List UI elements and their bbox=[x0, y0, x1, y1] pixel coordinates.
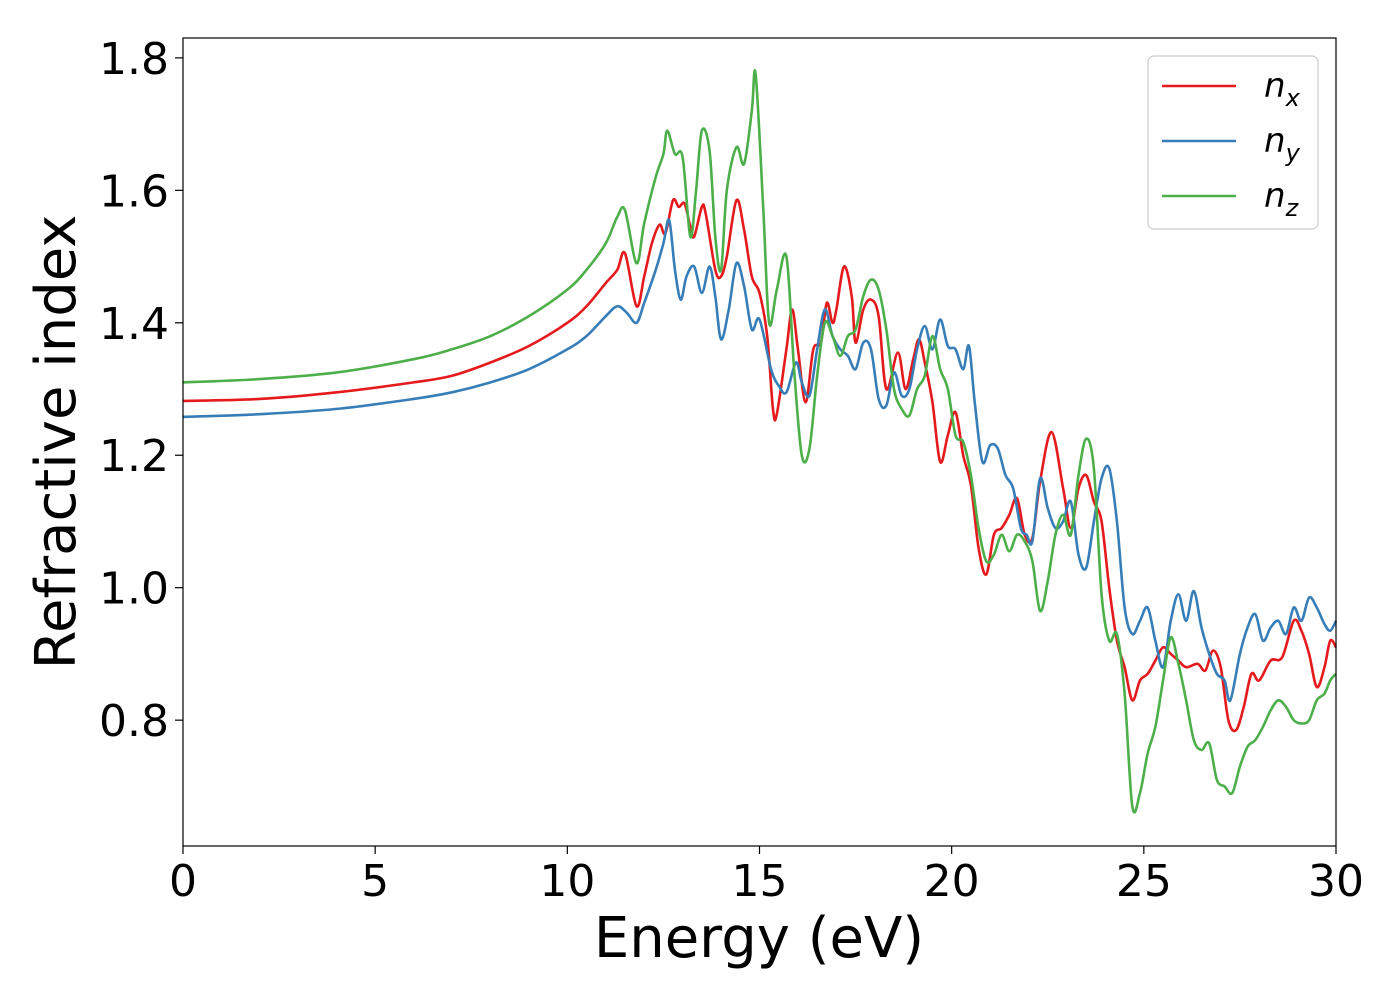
legend-label-y: ny bbox=[1264, 121, 1301, 167]
x-axis-title: Energy (eV) bbox=[594, 906, 924, 971]
x-tick-label: 0 bbox=[169, 856, 197, 907]
x-tick-label: 20 bbox=[924, 856, 980, 907]
y-axis-title: Refractive index bbox=[24, 215, 89, 670]
x-tick-label: 10 bbox=[539, 856, 595, 907]
legend-label-x: nx bbox=[1264, 66, 1301, 112]
legend-frame bbox=[1147, 55, 1319, 230]
y-tick-label: 1.2 bbox=[99, 431, 169, 482]
series-line-y bbox=[182, 218, 1338, 703]
y-tick-label: 1.8 bbox=[99, 34, 169, 85]
y-tick-label: 1.4 bbox=[99, 299, 169, 350]
x-tick-label: 15 bbox=[732, 856, 788, 907]
y-tick-label: 1.0 bbox=[99, 564, 169, 615]
x-tick-label: 30 bbox=[1308, 856, 1364, 907]
x-tick-label: 5 bbox=[361, 856, 389, 907]
x-tick-label: 25 bbox=[1116, 856, 1172, 907]
y-tick-label: 0.8 bbox=[99, 696, 169, 747]
series-line-x bbox=[182, 197, 1338, 733]
x-axis-ticks: 0 5 10 15 20 25 30 bbox=[169, 846, 1364, 907]
legend-label-z: nz bbox=[1264, 176, 1300, 222]
series-layer bbox=[182, 69, 1338, 814]
y-tick-label: 1.6 bbox=[99, 166, 169, 217]
y-axis-ticks: 0.8 1.0 1.2 1.4 1.6 1.8 bbox=[99, 34, 183, 747]
legend: nx ny nz bbox=[1147, 55, 1319, 230]
series-line-z bbox=[182, 69, 1337, 814]
